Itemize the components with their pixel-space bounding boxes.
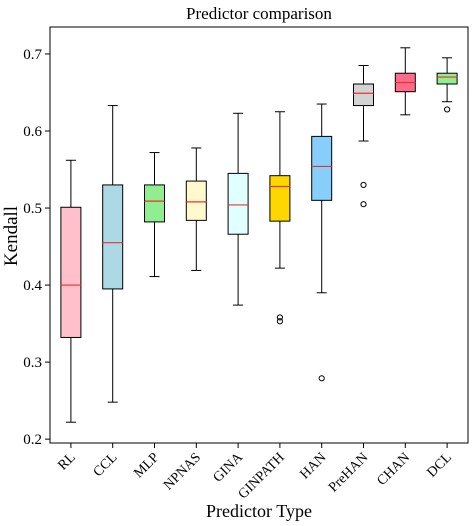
y-axis-label: Kendall — [1, 206, 22, 266]
y-tick-label: 0.4 — [23, 278, 42, 294]
y-tick-label: 0.2 — [23, 432, 42, 448]
outlier-point — [360, 181, 367, 189]
box-han — [311, 103, 333, 382]
outlier-point — [276, 318, 283, 325]
box-iqr — [436, 72, 458, 85]
box-npnas — [185, 147, 207, 271]
box-iqr — [311, 135, 333, 201]
y-tick-label: 0.5 — [23, 201, 42, 217]
y-axis: 0.2 0.3 0.4 0.5 0.6 0.7 — [23, 47, 50, 448]
outlier-point — [318, 375, 325, 382]
x-tick-label: RL — [55, 450, 78, 473]
box-gina — [227, 112, 249, 306]
box-chan — [394, 47, 416, 116]
x-tick-label: NPNAS — [161, 450, 204, 493]
box-iqr — [102, 184, 124, 290]
x-tick-label: CCL — [91, 450, 121, 480]
chart-title: Predictor comparison — [186, 4, 332, 23]
x-tick-label: PreHAN — [326, 450, 371, 495]
box-ginpath — [269, 111, 291, 325]
box-iqr — [227, 172, 249, 235]
box-ccl — [102, 105, 124, 403]
x-tick-label: GINPATH — [236, 450, 288, 502]
outlier-point — [276, 314, 283, 321]
box-iqr — [353, 83, 374, 107]
x-tick-label: CHAN — [374, 450, 413, 489]
x-tick-label: HAN — [297, 450, 329, 482]
box-iqr — [60, 206, 82, 338]
y-tick-label: 0.6 — [23, 124, 42, 140]
x-tick-label: MLP — [131, 450, 162, 481]
y-tick-label: 0.3 — [23, 355, 42, 371]
box-iqr — [269, 175, 291, 222]
box-prehan — [353, 65, 374, 208]
outlier-point — [360, 201, 367, 208]
box-iqr — [144, 184, 165, 223]
y-tick-label: 0.7 — [23, 47, 42, 63]
box-iqr — [185, 180, 207, 221]
box-dcl — [436, 57, 458, 113]
boxes — [60, 47, 458, 423]
box-rl — [60, 159, 82, 423]
outlier-point — [444, 106, 451, 113]
x-tick-label: GINA — [211, 450, 247, 486]
x-axis-label: Predictor Type — [206, 501, 312, 521]
x-tick-label: DCL — [425, 450, 455, 480]
box-mlp — [144, 152, 165, 278]
plot-area — [49, 26, 469, 444]
